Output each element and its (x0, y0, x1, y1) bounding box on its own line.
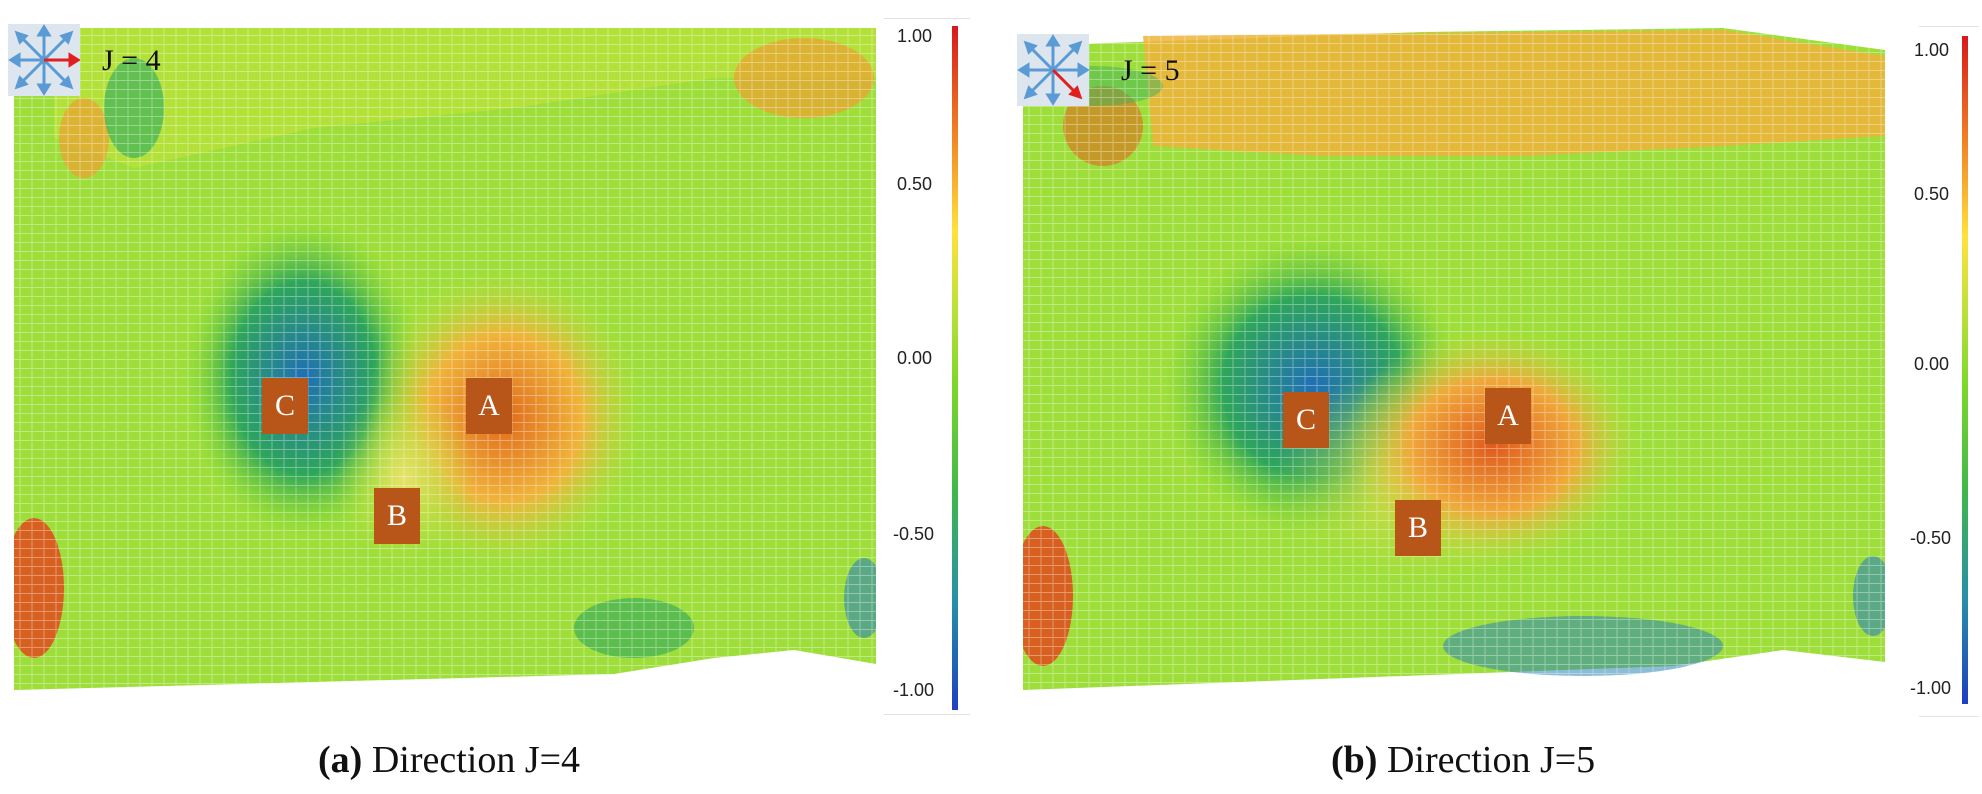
j-label: J = 4 (102, 44, 161, 77)
colorbar-bottom-rule (884, 714, 970, 715)
region-label-c: C (1283, 392, 1329, 448)
region-label-c: C (262, 378, 308, 434)
colorbar-bottom-rule (1919, 716, 1979, 717)
region-label-b: B (1395, 500, 1441, 556)
colorbar-b (1962, 36, 1968, 704)
colorbar-tick: -1.00 (1909, 678, 1951, 698)
caption-a: (a) Direction J=4 (318, 738, 580, 782)
caption-b: (b) Direction J=5 (1331, 738, 1595, 782)
colorbar-top-rule (884, 18, 970, 19)
colorbar-tick: 0.00 (896, 348, 932, 368)
colorbar-top-rule (1919, 26, 1979, 27)
colorbar-tick: 0.50 (896, 174, 932, 194)
direction-compass-icon (8, 24, 80, 96)
caption-letter: (b) (1331, 739, 1378, 781)
colorbar-tick: 0.50 (1913, 184, 1949, 204)
heatmap-b (1023, 26, 1885, 690)
caption-letter: (a) (318, 739, 363, 781)
colorbar-tick: 0.00 (1913, 354, 1949, 374)
caption-text: Direction J=4 (371, 739, 581, 781)
colorbar-tick: -1.00 (892, 680, 934, 700)
colorbar-tick: -0.50 (1909, 528, 1951, 548)
colorbar-tick: 1.00 (896, 26, 932, 46)
region-label-b: B (374, 488, 420, 544)
j-label: J = 5 (1121, 54, 1180, 87)
panel-b: J = 5 C A B 1.00 0.50 0.00 -0.50 -1.00 (… (1001, 0, 1982, 794)
panel-a: J = 4 C A B 1.00 0.50 0.00 -0.50 -1.00 (… (8, 18, 970, 782)
caption-text: Direction J=5 (1386, 739, 1596, 781)
colorbar-a (952, 26, 958, 710)
colorbar-tick: -0.50 (892, 524, 934, 544)
heatmap-a (14, 18, 876, 690)
colorbar-tick: 1.00 (1913, 40, 1949, 60)
direction-compass-icon (1017, 34, 1089, 106)
region-label-a: A (1485, 388, 1531, 444)
region-label-a: A (466, 378, 512, 434)
